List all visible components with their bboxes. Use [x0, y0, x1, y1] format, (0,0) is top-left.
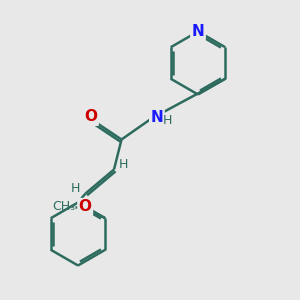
Text: H: H	[71, 182, 81, 195]
Text: CH₃: CH₃	[52, 200, 76, 213]
Text: H: H	[162, 114, 172, 128]
Text: N: N	[192, 24, 204, 39]
Text: N: N	[151, 110, 163, 124]
Text: O: O	[79, 199, 92, 214]
Text: O: O	[84, 110, 98, 124]
Text: H: H	[119, 158, 128, 171]
